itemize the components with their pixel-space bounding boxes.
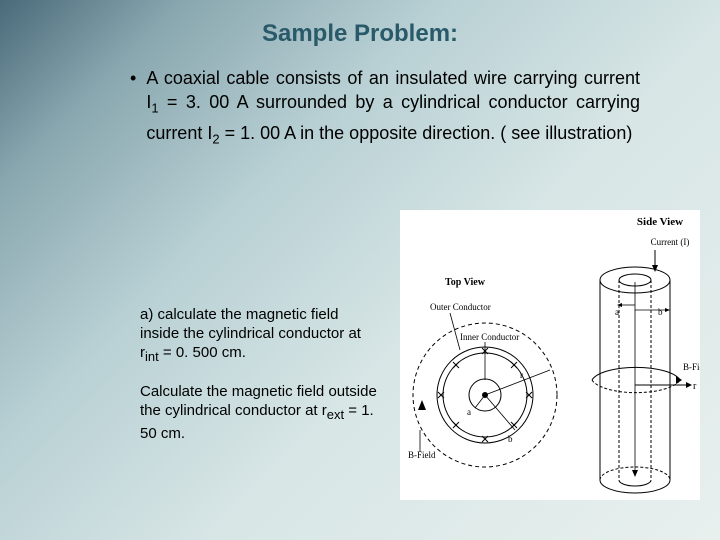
outer-conductor-label: Outer Conductor (430, 302, 491, 312)
bullet-dot: • (130, 66, 136, 151)
r-label-top: r (520, 370, 523, 380)
problem-statement: • A coaxial cable consists of an insulat… (0, 66, 720, 151)
qa-sub: int (145, 349, 159, 364)
qb-sub: ext (327, 407, 344, 422)
question-b: Calculate the magnetic field outside the… (140, 382, 380, 443)
inner-conductor-label: Inner Conductor (460, 332, 519, 342)
question-a: a) calculate the magnetic field inside t… (140, 305, 380, 366)
b-field-right-label: B-Field (683, 362, 700, 372)
current-label: Current (I) (651, 237, 690, 247)
page-title: Sample Problem: (0, 0, 720, 66)
coax-diagram: Side View Current (I) r (400, 210, 700, 500)
qa-p2: = 0. 500 cm. (159, 344, 246, 361)
b-label-top: b (508, 434, 513, 444)
top-view-label: Top View (445, 277, 486, 288)
a-label-top: a (467, 407, 471, 417)
problem-sub1: 1 (151, 101, 158, 116)
problem-text: A coaxial cable consists of an insulated… (146, 66, 640, 151)
problem-p3: = 1. 00 A in the opposite direction. ( s… (220, 123, 633, 143)
svg-text:a: a (615, 307, 619, 317)
b-field-top-label: B-Field (408, 450, 436, 460)
side-view-label: Side View (637, 216, 683, 228)
svg-text:b: b (658, 307, 663, 317)
questions-block: a) calculate the magnetic field inside t… (140, 305, 380, 459)
problem-sub2: 2 (212, 131, 219, 146)
lower-region: a) calculate the magnetic field inside t… (0, 280, 720, 540)
